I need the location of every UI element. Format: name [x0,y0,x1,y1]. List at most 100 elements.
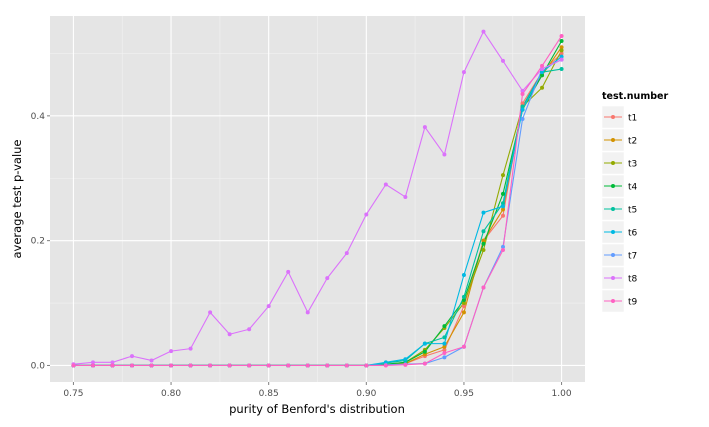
data-point-t1 [500,213,505,218]
x-tick-label: 0.75 [63,389,83,399]
data-point-t8 [305,310,310,315]
y-axis-ticks: 0.0 0.2 0.4 [31,112,50,371]
series-line-t9 [73,35,563,367]
data-point-t1 [442,347,447,352]
legend-label-t2: t2 [628,137,637,147]
data-point-t9 [130,363,135,368]
y-tick-label: 0.4 [31,112,46,122]
legend-label-t4: t4 [628,183,638,193]
data-point-t8 [90,360,95,365]
data-point-t8 [461,70,466,75]
legend-key-point-t7 [611,253,615,257]
x-tick-label: 1.00 [552,389,572,399]
y-tick-label: 0.2 [31,237,45,247]
legend-label-t3: t3 [628,160,637,170]
data-point-t9 [208,363,213,368]
legend-key-point-t6 [611,230,615,234]
data-point-t9 [461,344,466,349]
data-point-t6 [500,204,505,209]
legend-key-point-t5 [611,207,615,211]
data-point-t5 [520,104,525,109]
data-point-t1 [559,51,564,56]
x-tick-label: 0.95 [454,389,474,399]
x-axis-title: purity of Benford's distribution [229,402,405,416]
data-point-t8 [227,332,232,337]
legend-label-t9: t9 [628,298,638,308]
data-point-t8 [188,346,193,351]
data-point-t6 [540,70,545,75]
data-point-t9 [305,363,310,368]
y-tick-label: 0.0 [31,361,46,371]
data-point-t9 [90,363,95,368]
data-point-t8 [130,354,135,359]
legend-key-point-t9 [611,299,615,303]
data-point-t9 [422,361,427,366]
data-point-t7 [520,116,525,121]
data-point-t9 [540,63,545,68]
data-point-t3 [461,301,466,306]
data-point-t9 [325,363,330,368]
x-tick-label: 0.80 [161,389,181,399]
data-point-t9 [520,92,525,97]
data-point-t9 [149,363,154,368]
data-point-t8 [540,67,545,72]
data-point-t3 [481,248,486,253]
data-point-t8 [481,29,486,34]
y-axis-title: average test p-value [10,139,24,258]
data-point-t9 [403,362,408,367]
data-point-t9 [247,363,252,368]
data-point-t6 [461,272,466,277]
legend: test.number t1 t2 t3 t4 t5 t6 t7 t8 t9 [601,91,668,313]
data-point-t6 [559,54,564,59]
data-point-t8 [169,349,174,354]
data-point-t7 [442,355,447,360]
data-point-t9 [442,350,447,355]
data-point-t9 [110,363,115,368]
data-point-t9 [500,248,505,253]
data-point-t3 [559,48,564,53]
data-point-t7 [500,244,505,249]
data-point-t4 [461,297,466,302]
data-point-t8 [403,194,408,199]
legend-label-t1: t1 [628,114,637,124]
x-tick-label: 0.85 [259,389,279,399]
data-point-t4 [481,241,486,246]
data-point-t4 [559,38,564,43]
data-point-t8 [286,269,291,274]
data-point-t2 [461,310,466,315]
data-point-t9 [71,363,76,368]
data-point-t9 [559,33,564,38]
data-point-t8 [364,212,369,217]
data-point-t1 [520,101,525,106]
x-axis-ticks: 0.75 0.80 0.85 0.90 0.95 1.00 [63,382,572,399]
legend-key-point-t3 [611,161,615,165]
data-point-t6 [442,341,447,346]
data-point-t4 [500,191,505,196]
data-point-t3 [500,173,505,178]
legend-label-t7: t7 [628,252,637,262]
data-point-t8 [266,304,271,309]
data-point-t4 [422,349,427,354]
series-points [71,29,564,368]
data-point-t9 [364,363,369,368]
legend-label-t8: t8 [628,275,638,285]
data-point-t8 [422,125,427,130]
x-tick-label: 0.90 [356,389,376,399]
legend-label-t6: t6 [628,229,638,239]
data-point-t5 [442,335,447,340]
data-point-t4 [442,324,447,329]
data-point-t5 [500,201,505,206]
data-point-t9 [227,363,232,368]
legend-key-point-t2 [611,138,615,142]
data-point-t9 [481,285,486,290]
legend-key-point-t8 [611,276,615,280]
data-point-t8 [559,57,564,62]
data-point-t2 [559,45,564,50]
legend-label-t5: t5 [628,206,637,216]
data-point-t6 [481,210,486,215]
data-point-t9 [266,363,271,368]
series-lines [73,31,563,367]
data-point-t2 [500,207,505,212]
data-point-t3 [540,85,545,90]
